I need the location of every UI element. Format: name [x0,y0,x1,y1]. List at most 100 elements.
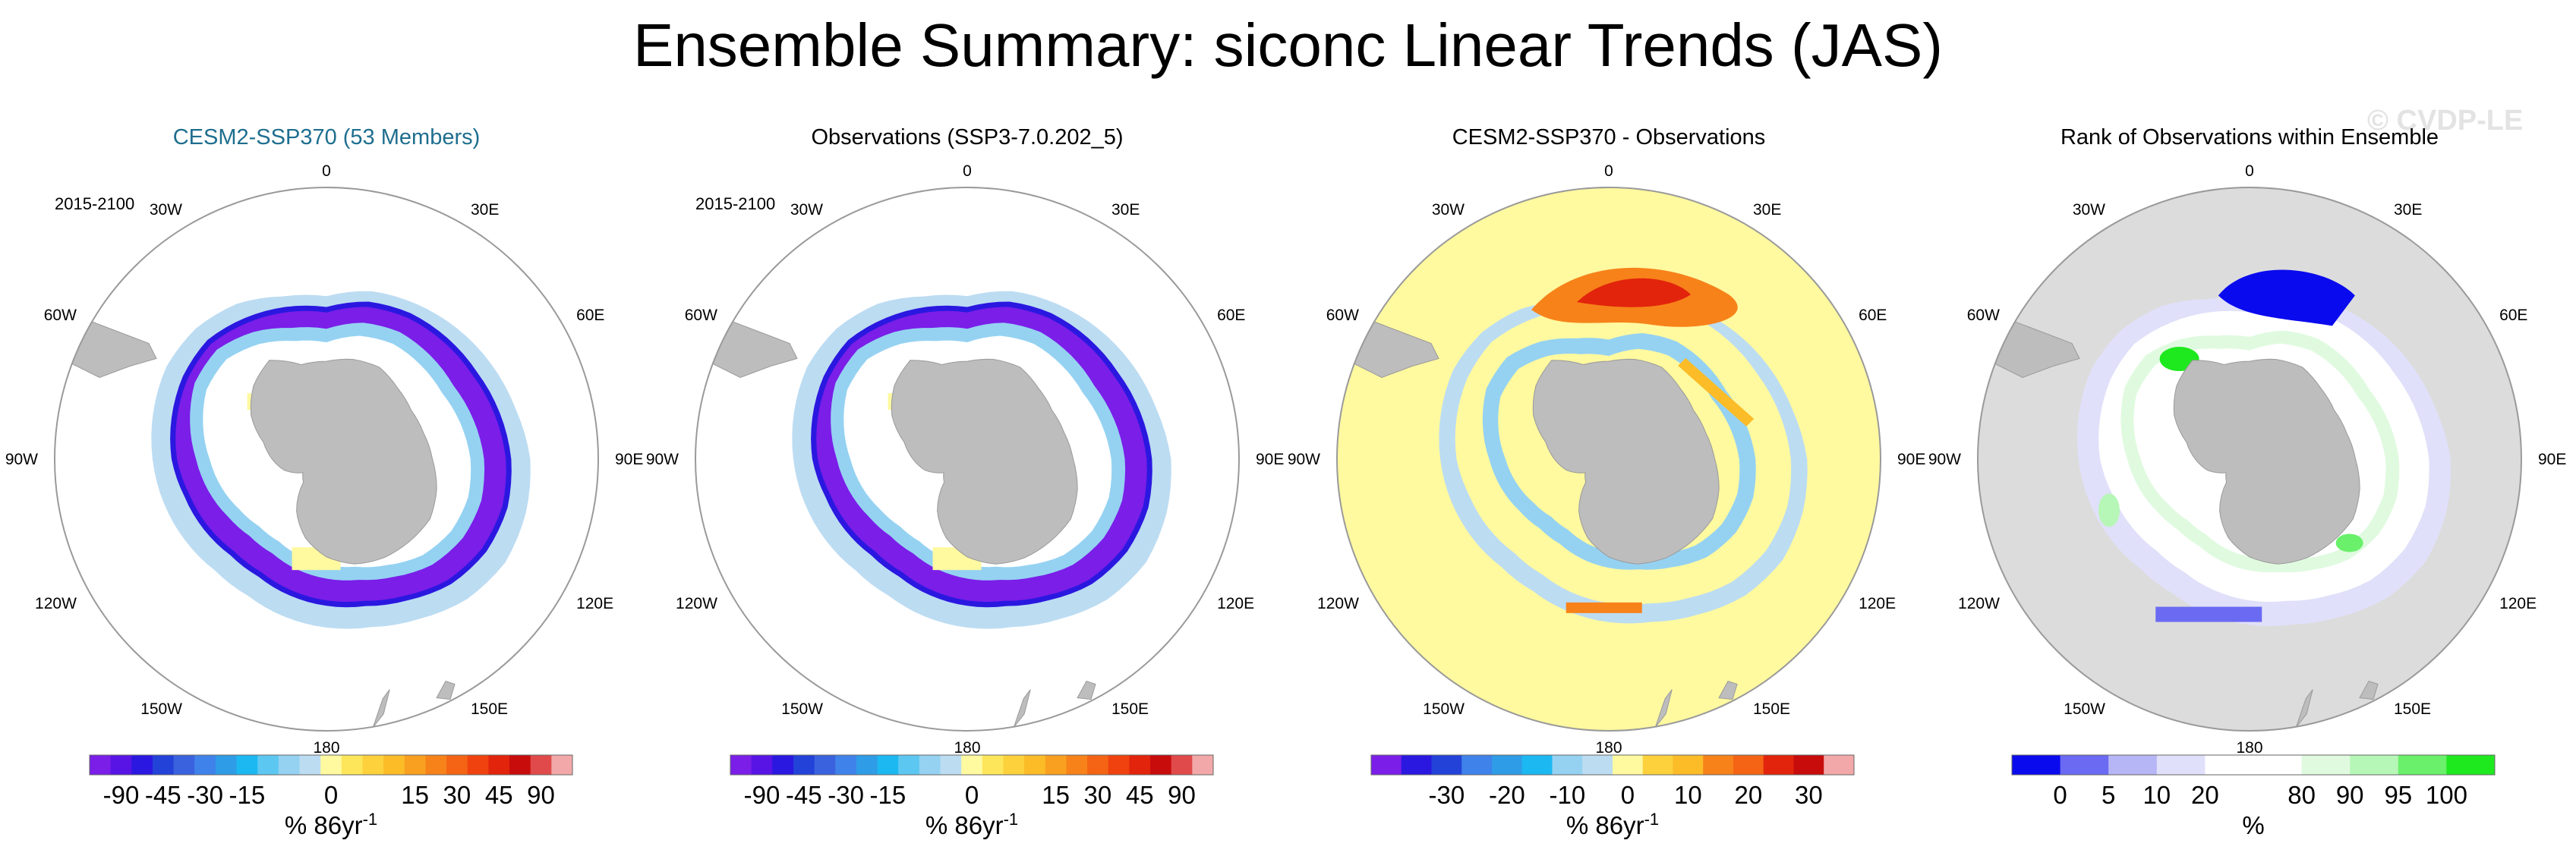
colorbar-unit-label: % 86yr-1 [925,810,1018,840]
antarctica-landmass [891,358,1078,565]
colorbar-swatch [2205,755,2254,775]
colorbar-tick-label: 90 [1168,781,1196,809]
colorbar-swatch [110,755,132,775]
longitude-label: 0 [2245,162,2254,180]
colorbar-tick-label: -45 [786,781,822,809]
colorbar-swatch [488,755,510,775]
map-area [1337,187,1881,731]
new-zealand-landmass [1077,681,1096,700]
longitude-label: 90W [646,451,679,468]
longitude-label: 150E [1753,700,1790,718]
longitude-label: 150W [140,700,182,718]
colorbar-swatch [982,755,1004,775]
tasmania-landmass [372,689,390,728]
new-zealand-landmass [2359,681,2379,700]
colorbar-swatch [919,755,941,775]
colorbar-tick-label: 0 [324,781,338,809]
diff-positive-streak [1565,602,1642,613]
colorbar-swatch [2350,755,2399,775]
colorbar-swatch [278,755,301,775]
colorbar-swatch [1733,755,1764,775]
map-area [1978,187,2521,731]
colorbar-swatch [1793,755,1824,775]
colorbar-tick-label: 20 [2191,781,2219,809]
longitude-label: 150E [1111,700,1149,718]
longitude-label: 0 [963,162,972,180]
colorbar-tick-label: 0 [1621,781,1635,809]
colorbar-swatch [1150,755,1172,775]
colorbar-swatch [1582,755,1613,775]
longitude-label: 60E [1859,307,1887,324]
colorbar-tick-label: -90 [103,781,140,809]
colorbar-swatch [383,755,405,775]
colorbar-swatch [1552,755,1583,775]
colorbar-swatch [1003,755,1025,775]
colorbar-swatch [1171,755,1193,775]
longitude-label: 90E [2538,451,2566,468]
colorbar-swatch [2156,755,2206,775]
colorbar-tick-label: 80 [2288,781,2316,809]
map-boundary [1336,187,1881,732]
figure-title: Ensemble Summary: siconc Linear Trends (… [632,11,1944,79]
map-boundary [1977,187,2522,732]
colorbar-swatch [877,755,899,775]
longitude-label: 60E [2499,307,2527,324]
colorbar-tick-label: 100 [2426,781,2467,809]
colorbar-frame [89,754,573,776]
colorbar-swatch [1613,755,1644,775]
colorbar-swatch [1521,755,1553,775]
colorbar-swatch [90,755,112,775]
longitude-label: 120E [576,595,613,612]
colorbar-swatch [236,755,258,775]
colorbar-tick-label: 10 [1674,781,1702,809]
colorbar-swatch [1763,755,1794,775]
colorbar-swatch [1431,755,1462,775]
colorbar-swatch [404,755,426,775]
colorbar-swatch [2060,755,2109,775]
longitude-label: 180 [313,739,339,757]
diff-positive-streak [1678,357,1755,426]
colorbar-tick-label: -15 [870,781,906,809]
colorbar-tick-label: 45 [485,781,513,809]
colorbar-swatch [2012,755,2061,775]
colorbar-swatch [467,755,489,775]
colorbar-swatch [793,755,815,775]
colorbar-tick-label: 90 [527,781,555,809]
longitude-label: 0 [1604,162,1613,180]
colorbar-swatch [1129,755,1151,775]
map-panel-1: CESM2-SSP370 (53 Members) 2015-2100 0 30E 60… [5,125,644,839]
longitude-label: 120E [1217,595,1254,612]
colorbar-tick-label: 45 [1126,781,1154,809]
colorbar-frame [730,754,1214,776]
colorbar-tick-label: 0 [965,781,979,809]
longitude-label: 90W [5,451,38,468]
colorbar-swatch [940,755,962,775]
longitude-label: 120E [2499,595,2537,612]
colorbar-swatch [2398,755,2447,775]
colorbar-swatch [1371,755,1402,775]
longitude-label: 150W [2064,700,2105,718]
colorbar-swatch [257,755,279,775]
colorbar-tick-label: -30 [1429,781,1465,809]
panel-title: Rank of Observations within Ensemble [2060,125,2439,149]
colorbar-tick-label: 5 [2101,781,2115,809]
longitude-label: 150E [2394,700,2431,718]
colorbar-unit-label: % 86yr-1 [285,810,377,840]
colorbar-tick-label: 30 [443,781,471,809]
colorbar-swatch [194,755,216,775]
colorbar-swatch [341,755,363,775]
colorbar-tick-label: -15 [229,781,266,809]
map-boundary [695,187,1240,732]
longitude-label: 30W [790,201,823,219]
colorbar-swatch [362,755,384,775]
map-panel-3: CESM2-SSP370 - Observations 0 30E 60E 90E 120… [1288,125,1926,839]
colorbar-unit-label: % 86yr-1 [1566,810,1659,840]
colorbar-swatch [730,755,752,775]
longitude-label: 120E [1859,595,1896,612]
rank-high-patch [2098,493,2120,527]
colorbar-swatch [2301,755,2351,775]
colorbar-swatch [1461,755,1493,775]
tasmania-landmass [1654,689,1673,728]
colorbar-swatch [2108,755,2158,775]
